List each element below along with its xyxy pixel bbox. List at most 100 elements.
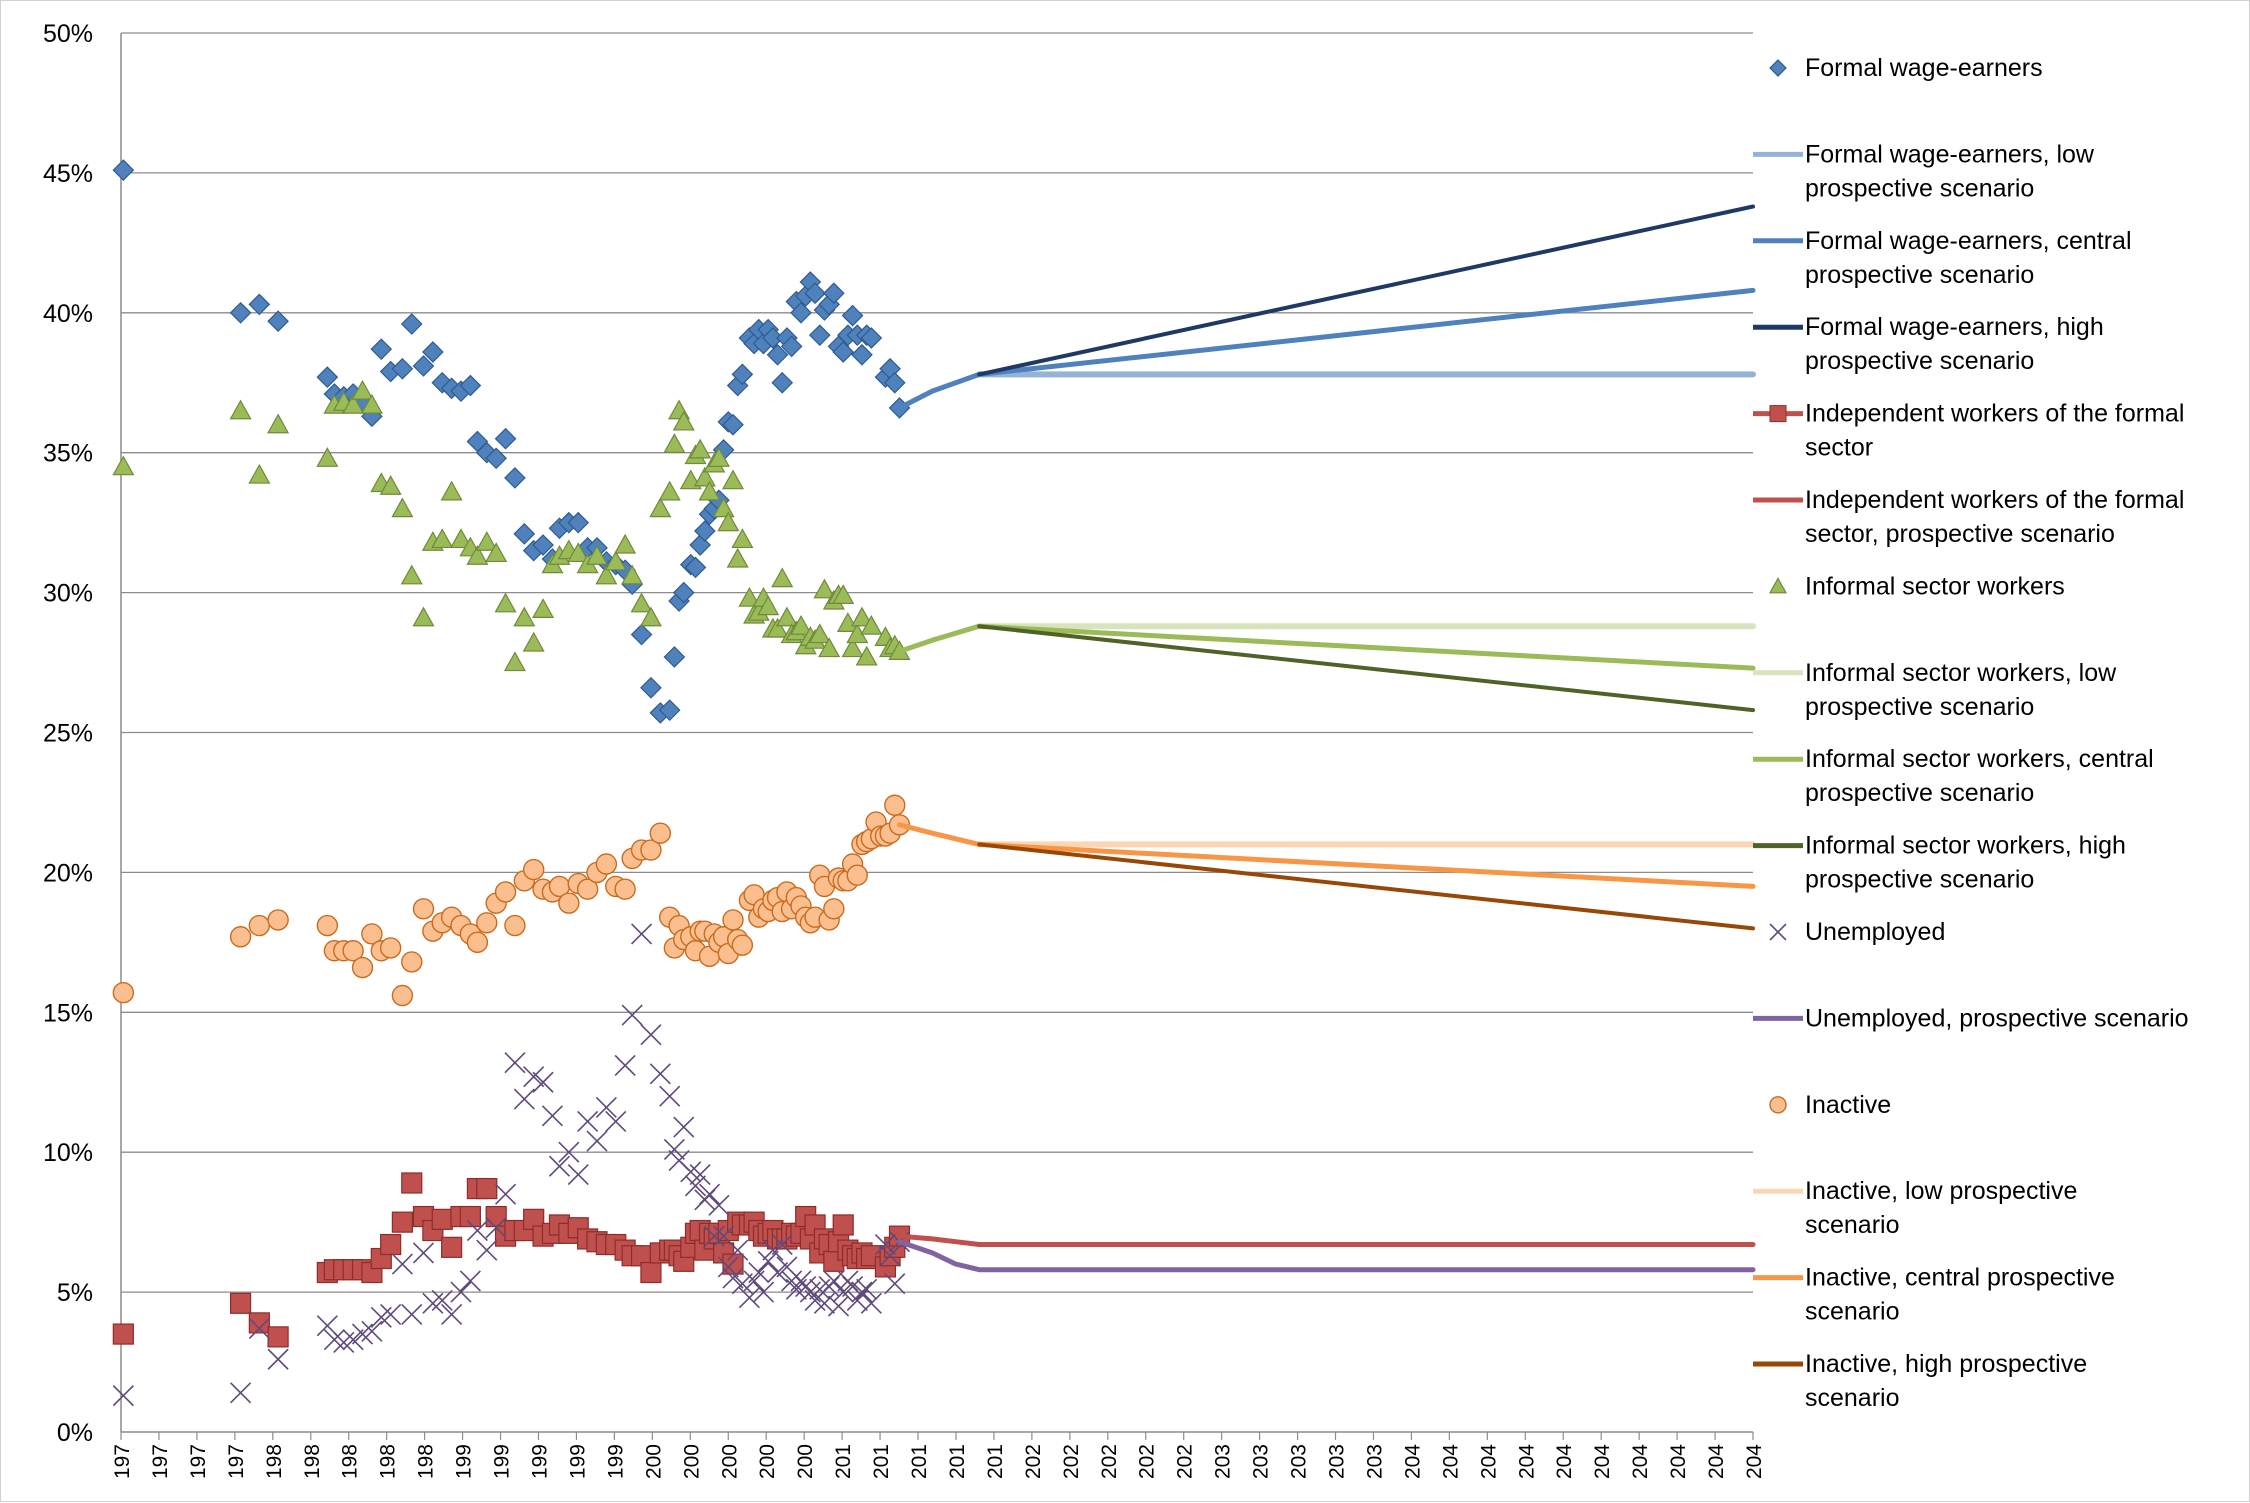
x-tick-label: 201 bbox=[870, 1444, 893, 1479]
legend-label-line: Independent workers of the formal bbox=[1805, 400, 2184, 428]
point-informal-sector-workers bbox=[775, 606, 798, 627]
x-tick-label: 201 bbox=[946, 1444, 969, 1479]
point-unemployed bbox=[851, 1281, 873, 1303]
point-inactive bbox=[640, 839, 662, 861]
x-stroke bbox=[595, 1096, 617, 1118]
point-informal-sector-workers bbox=[672, 410, 695, 431]
x-stroke bbox=[851, 1281, 873, 1303]
x-stroke bbox=[558, 1141, 580, 1163]
point-unemployed bbox=[466, 1219, 488, 1242]
point-unemployed bbox=[391, 1253, 413, 1275]
line-inactive-central-prospective-scenario bbox=[897, 822, 1756, 889]
point-unemployed bbox=[450, 1281, 472, 1303]
point-formal-wage-earners bbox=[883, 371, 906, 394]
x-tick-label: 198 bbox=[339, 1444, 362, 1479]
x-stroke bbox=[466, 1219, 488, 1242]
x-stroke bbox=[731, 1273, 753, 1295]
x-stroke bbox=[673, 1116, 695, 1138]
point-formal-wage-earners bbox=[790, 301, 812, 324]
point-unemployed bbox=[874, 1233, 896, 1256]
x-stroke bbox=[614, 1054, 636, 1077]
point-inactive bbox=[466, 931, 489, 954]
x-stroke bbox=[698, 1183, 721, 1205]
point-informal-sector-workers bbox=[316, 447, 339, 467]
x-stroke bbox=[485, 1217, 507, 1239]
legend-label: Unemployed, prospective scenario bbox=[1805, 1004, 2189, 1032]
point-unemployed bbox=[680, 1161, 702, 1183]
y-tick-label: 5% bbox=[57, 1279, 93, 1307]
legend-item: Unemployed, prospective scenario bbox=[1753, 1004, 2189, 1032]
point-informal-sector-workers bbox=[813, 578, 836, 599]
legend-label: Inactive bbox=[1805, 1091, 1891, 1119]
x-stroke bbox=[401, 1303, 423, 1326]
point-formal-wage-earners bbox=[229, 301, 252, 324]
point-formal-wage-earners bbox=[860, 327, 883, 349]
x-stroke bbox=[323, 1329, 345, 1351]
point-unemployed bbox=[689, 1164, 711, 1186]
point-unemployed bbox=[727, 1239, 749, 1261]
x-tick-label: 202 bbox=[1060, 1444, 1083, 1479]
point-informal-sector-workers bbox=[707, 447, 730, 467]
point-independent-workers-of-the-formal-sector bbox=[459, 1205, 481, 1228]
point-unemployed bbox=[422, 1292, 444, 1314]
x-tick-label: 199 bbox=[528, 1444, 551, 1479]
plot-area bbox=[112, 159, 1756, 1407]
legend-label-line: Formal wage-earners bbox=[1805, 54, 2043, 82]
point-informal-sector-workers bbox=[689, 438, 712, 459]
legend-label-line: Independent workers of the formal bbox=[1805, 486, 2184, 514]
legend-item: Inactive bbox=[1769, 1091, 1891, 1119]
point-informal-sector-workers bbox=[229, 399, 252, 420]
legend-item: Formal wage-earners, high prospective sce… bbox=[1753, 313, 2104, 375]
point-informal-sector-workers bbox=[630, 592, 653, 613]
point-formal-wage-earners bbox=[804, 282, 826, 305]
legend: Formal wage-earners Formal wage-earners, … bbox=[1753, 54, 2189, 1412]
x-tick-label: 200 bbox=[680, 1444, 703, 1479]
point-informal-sector-workers bbox=[431, 528, 454, 549]
point-unemployed bbox=[485, 1217, 507, 1239]
legend-item: Inactive, low prospective scenario bbox=[1753, 1177, 2077, 1239]
point-informal-sector-workers bbox=[449, 528, 473, 549]
x-tick-label: 204 bbox=[1743, 1444, 1766, 1479]
point-unemployed bbox=[766, 1261, 789, 1284]
point-formal-wage-earners bbox=[532, 534, 554, 556]
axes: 0% 5% 10% 15% 20% 25% 30% 35% 40% 45% 50% 197 197 197… bbox=[43, 20, 1766, 1479]
x-stroke bbox=[668, 1150, 690, 1172]
point-unemployed bbox=[752, 1281, 775, 1303]
x-stroke bbox=[813, 1292, 836, 1314]
point-formal-wage-earners bbox=[731, 363, 754, 386]
legend-label-line: Formal wage-earners, high bbox=[1805, 313, 2104, 341]
point-unemployed bbox=[614, 1054, 636, 1077]
point-unemployed bbox=[809, 1278, 831, 1300]
point-inactive bbox=[846, 864, 868, 886]
legend-label-line: Informal sector workers, low bbox=[1805, 659, 2117, 687]
x-stroke bbox=[523, 1066, 545, 1088]
x-stroke bbox=[738, 1287, 760, 1309]
x-tick-label: 204 bbox=[1439, 1444, 1462, 1479]
point-inactive bbox=[379, 937, 402, 959]
point-informal-sector-workers bbox=[832, 584, 855, 604]
x-tick-label: 202 bbox=[1174, 1444, 1197, 1479]
line-inactive-high-prospective-scenario bbox=[977, 842, 1755, 931]
x-stroke bbox=[689, 1164, 711, 1186]
point-inactive bbox=[412, 898, 435, 920]
point-informal-sector-workers bbox=[494, 592, 517, 613]
point-informal-sector-workers bbox=[698, 480, 721, 501]
point-informal-sector-workers bbox=[726, 547, 749, 568]
legend-swatch-marker bbox=[1769, 923, 1787, 941]
x-stroke bbox=[577, 1110, 599, 1132]
x-tick-label: 200 bbox=[642, 1444, 665, 1479]
legend-label-line: Inactive, high prospective bbox=[1805, 1350, 2087, 1378]
x-tick-label: 204 bbox=[1667, 1444, 1690, 1479]
legend-swatch-square bbox=[1769, 405, 1787, 423]
point-unemployed bbox=[504, 1052, 526, 1074]
x-tick-label: 201 bbox=[908, 1444, 931, 1479]
point-independent-workers-of-the-formal-sector bbox=[832, 1214, 854, 1236]
point-unemployed bbox=[361, 1320, 383, 1342]
x-stroke bbox=[567, 1164, 589, 1186]
point-unemployed bbox=[832, 1281, 854, 1303]
legend-label-line: scenario bbox=[1805, 1211, 1900, 1239]
point-unemployed bbox=[605, 1110, 627, 1132]
point-formal-wage-earners bbox=[722, 413, 744, 436]
y-tick-label: 10% bbox=[43, 1139, 93, 1167]
legend-item: Informal sector workers bbox=[1768, 572, 2065, 600]
